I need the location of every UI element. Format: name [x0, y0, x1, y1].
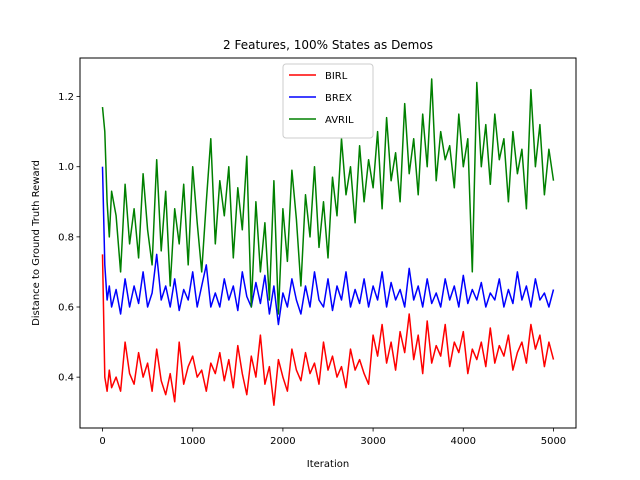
y-axis: 0.4 0.6 0.8 1.0 1.2	[58, 92, 80, 384]
x-axis: 0 1000 2000 3000 4000 5000	[99, 428, 566, 447]
series-line-avril	[101, 78, 555, 315]
series-layer	[101, 78, 555, 406]
plot-area: 0 1000 2000 3000 4000 5000 0.4 0.6 0.8 1.0 1.2	[58, 57, 577, 447]
x-tick-label: 0	[99, 436, 105, 447]
y-tick-label: 0.8	[58, 232, 74, 243]
series-line-brex	[101, 166, 555, 326]
x-tick-label: 5000	[541, 436, 566, 447]
x-tick-label: 3000	[360, 436, 385, 447]
legend-label-birl: BIRL	[325, 71, 348, 82]
x-axis-title: Iteration	[307, 459, 349, 470]
legend: BIRL BREX AVRIL	[282, 63, 374, 139]
y-tick-label: 0.6	[58, 303, 74, 314]
y-tick-label: 1.2	[58, 92, 74, 103]
y-tick-label: 0.4	[58, 373, 74, 384]
x-tick-label: 1000	[180, 436, 205, 447]
legend-label-brex: BREX	[325, 93, 352, 104]
legend-label-avril: AVRIL	[325, 115, 354, 126]
series-line-birl	[101, 254, 555, 406]
y-tick-label: 1.0	[58, 162, 74, 173]
plot-frame	[79, 57, 577, 429]
chart-title: 2 Features, 100% States as Demos	[223, 38, 433, 52]
x-tick-label: 2000	[270, 436, 295, 447]
x-tick-label: 4000	[451, 436, 476, 447]
y-axis-title: Distance to Ground Truth Reward	[31, 160, 42, 326]
